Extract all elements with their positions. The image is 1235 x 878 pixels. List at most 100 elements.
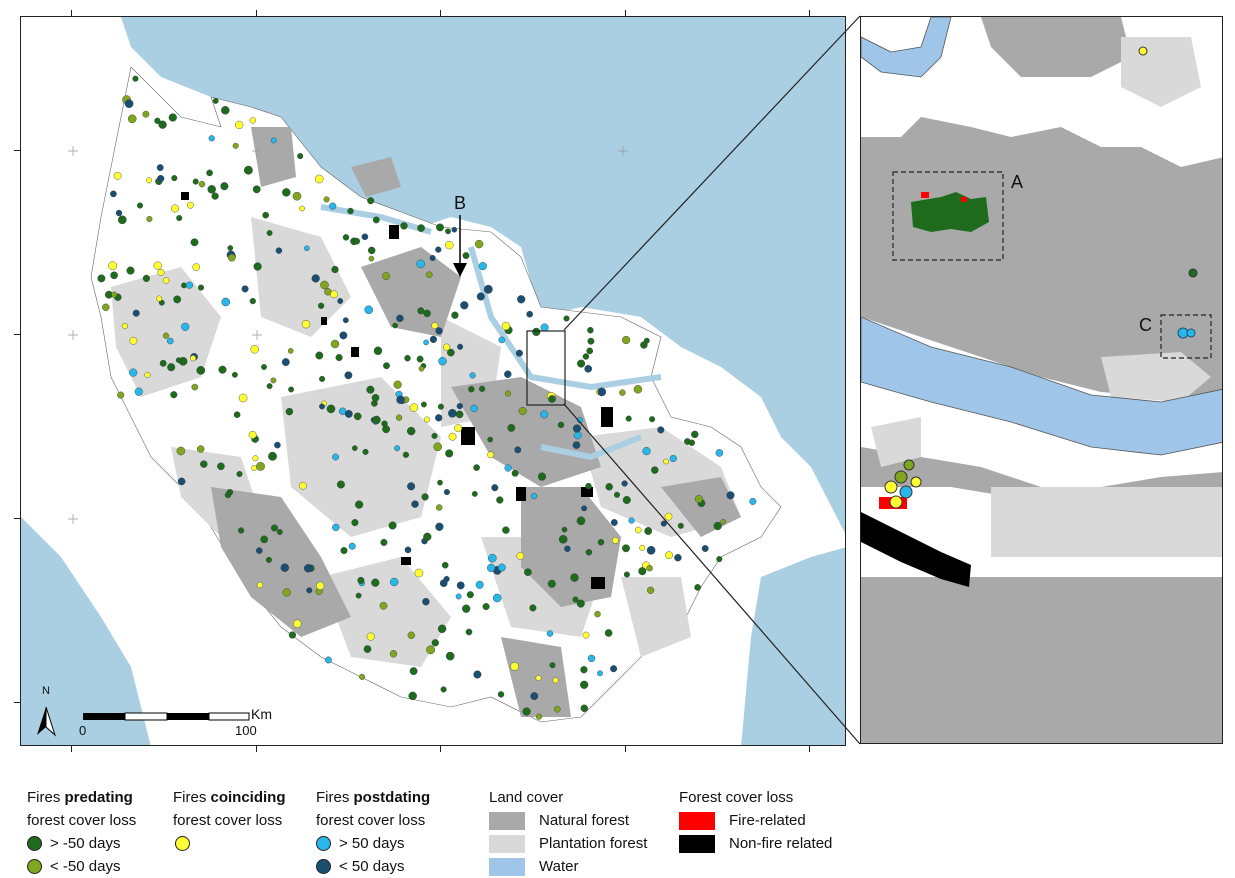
fire-dot bbox=[564, 545, 571, 552]
fire-dot bbox=[440, 686, 447, 693]
fire-dot bbox=[497, 691, 505, 698]
fire-dot bbox=[642, 447, 651, 456]
fire-dot bbox=[436, 223, 444, 232]
fire-dot bbox=[268, 451, 277, 461]
fire-dot bbox=[487, 436, 494, 443]
fire-dot bbox=[217, 462, 225, 471]
legend-forest-loss-item1: Fire-related bbox=[729, 812, 806, 829]
fire-dot bbox=[170, 204, 179, 213]
fire-dot bbox=[224, 491, 232, 499]
fire-dot bbox=[127, 114, 137, 124]
fire-dot bbox=[625, 415, 632, 422]
fire-dot bbox=[417, 307, 425, 315]
legend-land-cover-title: Land cover bbox=[489, 789, 564, 806]
fire-dot bbox=[497, 563, 506, 572]
fire-dot bbox=[250, 345, 259, 354]
fire-dot bbox=[340, 547, 348, 555]
fire-dot bbox=[471, 490, 478, 497]
fire-dot bbox=[633, 385, 643, 394]
legend-postdating-item1: > 50 days bbox=[339, 835, 405, 852]
fire-dot bbox=[115, 209, 123, 217]
inset-river-main bbox=[861, 316, 1222, 456]
fire-dot bbox=[396, 314, 404, 323]
fire-dot bbox=[688, 439, 695, 446]
fire-dot bbox=[720, 518, 727, 525]
fire-dot bbox=[546, 630, 554, 637]
fire-dot bbox=[311, 274, 320, 283]
legend-postdating-prefix: Fires bbox=[316, 789, 354, 806]
fire-dot bbox=[491, 484, 499, 492]
fire-dot bbox=[548, 395, 556, 403]
fire-dot bbox=[691, 430, 699, 439]
fire-dot bbox=[373, 346, 383, 355]
fire-dot bbox=[586, 347, 594, 355]
fire-dot bbox=[347, 207, 354, 215]
predating-gt-swatch bbox=[27, 836, 42, 851]
fire-dot bbox=[422, 598, 430, 606]
fire-dot bbox=[167, 363, 176, 372]
fire-dot bbox=[383, 362, 390, 370]
fire-dot bbox=[470, 404, 478, 413]
fire-dot bbox=[597, 670, 603, 677]
fire-dot bbox=[238, 393, 248, 403]
fire-dot bbox=[582, 353, 590, 360]
fire-dot bbox=[473, 464, 480, 471]
fire-dot bbox=[605, 483, 613, 491]
frame-tick bbox=[625, 746, 626, 752]
fire-dot bbox=[241, 285, 249, 293]
inset-non-fire-loss bbox=[861, 512, 971, 587]
fire-dot bbox=[162, 332, 170, 339]
fire-dot bbox=[359, 673, 366, 680]
fire-dot bbox=[416, 259, 426, 269]
fire-dot bbox=[408, 691, 417, 701]
fire-dot bbox=[400, 222, 408, 230]
fire-dot bbox=[177, 477, 186, 486]
fire-dot bbox=[515, 349, 523, 357]
fire-dot bbox=[416, 355, 424, 363]
scale-start-label: 0 bbox=[79, 723, 87, 738]
fire-dot bbox=[218, 365, 227, 374]
fire-dot bbox=[337, 298, 344, 304]
marker-b-label: B bbox=[454, 193, 467, 213]
fire-dot bbox=[357, 576, 365, 584]
fire-dot bbox=[466, 591, 474, 599]
fire-dot bbox=[118, 215, 127, 225]
inset-map-canvas bbox=[861, 17, 1222, 743]
fire-dot bbox=[382, 272, 390, 281]
fire-dot bbox=[162, 277, 170, 284]
fire-dot bbox=[445, 228, 451, 235]
fire-dot bbox=[582, 631, 590, 639]
fire-dot bbox=[465, 628, 473, 636]
fire-dot bbox=[249, 298, 256, 305]
north-arrow-icon bbox=[37, 706, 57, 737]
fire-dot bbox=[342, 234, 350, 241]
fire-dot bbox=[280, 563, 289, 572]
fire-dot bbox=[431, 432, 438, 439]
fire-dot bbox=[231, 371, 238, 378]
fire-dot bbox=[156, 164, 164, 172]
fire-dot bbox=[367, 197, 375, 205]
fire-dot bbox=[492, 593, 502, 603]
fire-dot bbox=[113, 171, 122, 180]
fire-dot bbox=[441, 561, 449, 569]
fire-dot bbox=[381, 420, 388, 427]
fire-dot bbox=[431, 639, 439, 647]
fire-dot bbox=[353, 237, 361, 245]
fire-dot bbox=[129, 336, 138, 345]
fire-dot bbox=[715, 449, 724, 457]
fire-dot bbox=[146, 215, 153, 222]
fire-dot bbox=[435, 327, 443, 335]
fire-dot bbox=[437, 624, 447, 633]
fire-dot bbox=[361, 233, 369, 241]
fire-dot bbox=[235, 120, 244, 130]
fire-dot bbox=[473, 670, 482, 679]
fire-dot bbox=[558, 535, 568, 544]
fire-dot bbox=[396, 395, 405, 404]
fire-dot bbox=[505, 390, 512, 397]
fire-dot bbox=[433, 442, 443, 452]
fire-dot bbox=[482, 603, 490, 611]
fire-related-swatch bbox=[679, 811, 715, 830]
fire-dot bbox=[454, 424, 463, 433]
fire-dot bbox=[344, 409, 353, 418]
fire-dot bbox=[404, 355, 411, 362]
